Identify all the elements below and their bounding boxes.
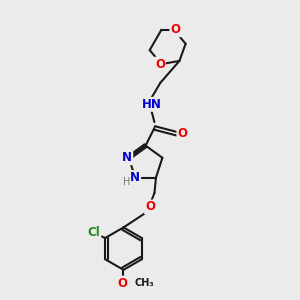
Text: O: O bbox=[177, 127, 188, 140]
Text: CH₃: CH₃ bbox=[135, 278, 154, 288]
Text: O: O bbox=[155, 58, 165, 70]
Text: Cl: Cl bbox=[88, 226, 100, 239]
Text: N: N bbox=[122, 151, 132, 164]
Text: O: O bbox=[117, 277, 127, 290]
Text: H: H bbox=[123, 177, 130, 187]
Text: O: O bbox=[170, 23, 180, 36]
Text: HN: HN bbox=[142, 98, 161, 111]
Text: N: N bbox=[130, 171, 140, 184]
Text: O: O bbox=[145, 200, 155, 214]
